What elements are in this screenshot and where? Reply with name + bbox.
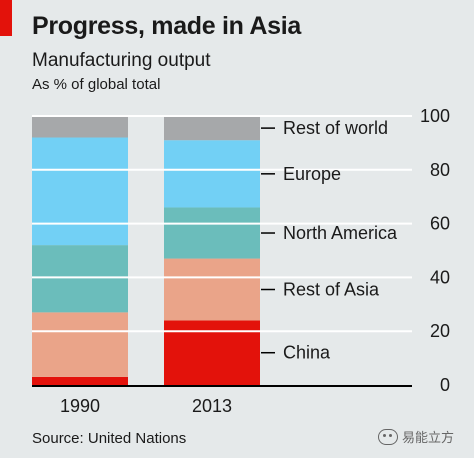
bar-1990-north-america: [32, 245, 128, 313]
y-tick-label-60: 60: [430, 214, 450, 234]
brand-red-tag: [0, 0, 12, 36]
watermark-text: 易能立方: [402, 430, 455, 445]
y-tick-label-0: 0: [440, 375, 450, 395]
legend-label-north-america: North America: [283, 223, 398, 243]
bar-1990-rest-of-asia: [32, 312, 128, 377]
bar-2013-china: [164, 320, 260, 385]
bar-2013-rest-of-world: [164, 116, 260, 141]
bar-2013-europe: [164, 140, 260, 208]
y-tick-label-100: 100: [420, 106, 450, 126]
bar-1990-rest-of-world: [32, 116, 128, 138]
chart-title: Progress, made in Asia: [32, 12, 301, 40]
x-tick-label-1990: 1990: [60, 396, 100, 416]
bar-2013-north-america: [164, 207, 260, 259]
wechat-icon: [378, 428, 398, 445]
y-tick-label-20: 20: [430, 321, 450, 341]
legend-label-rest-of-world: Rest of world: [283, 118, 388, 138]
stacked-bar-chart: 0 20 40 60 80 100 1990 2013 China Rest of Asia Nor…: [32, 106, 450, 416]
legend-label-europe: Europe: [283, 164, 341, 184]
chart-subtitle: Manufacturing output: [32, 50, 211, 71]
x-tick-label-2013: 2013: [192, 396, 232, 416]
legend-label-rest-of-asia: Rest of Asia: [283, 280, 380, 300]
chart-unit: As % of global total: [32, 76, 161, 93]
bar-1990-china: [32, 376, 128, 385]
watermark: 易能立方: [378, 427, 454, 446]
legend-label-china: China: [283, 343, 331, 363]
y-tick-label-40: 40: [430, 267, 450, 287]
y-tick-label-80: 80: [430, 160, 450, 180]
source-note: Source: United Nations: [32, 430, 187, 447]
bar-2013-rest-of-asia: [164, 258, 260, 321]
bar-1990-europe: [32, 137, 128, 246]
